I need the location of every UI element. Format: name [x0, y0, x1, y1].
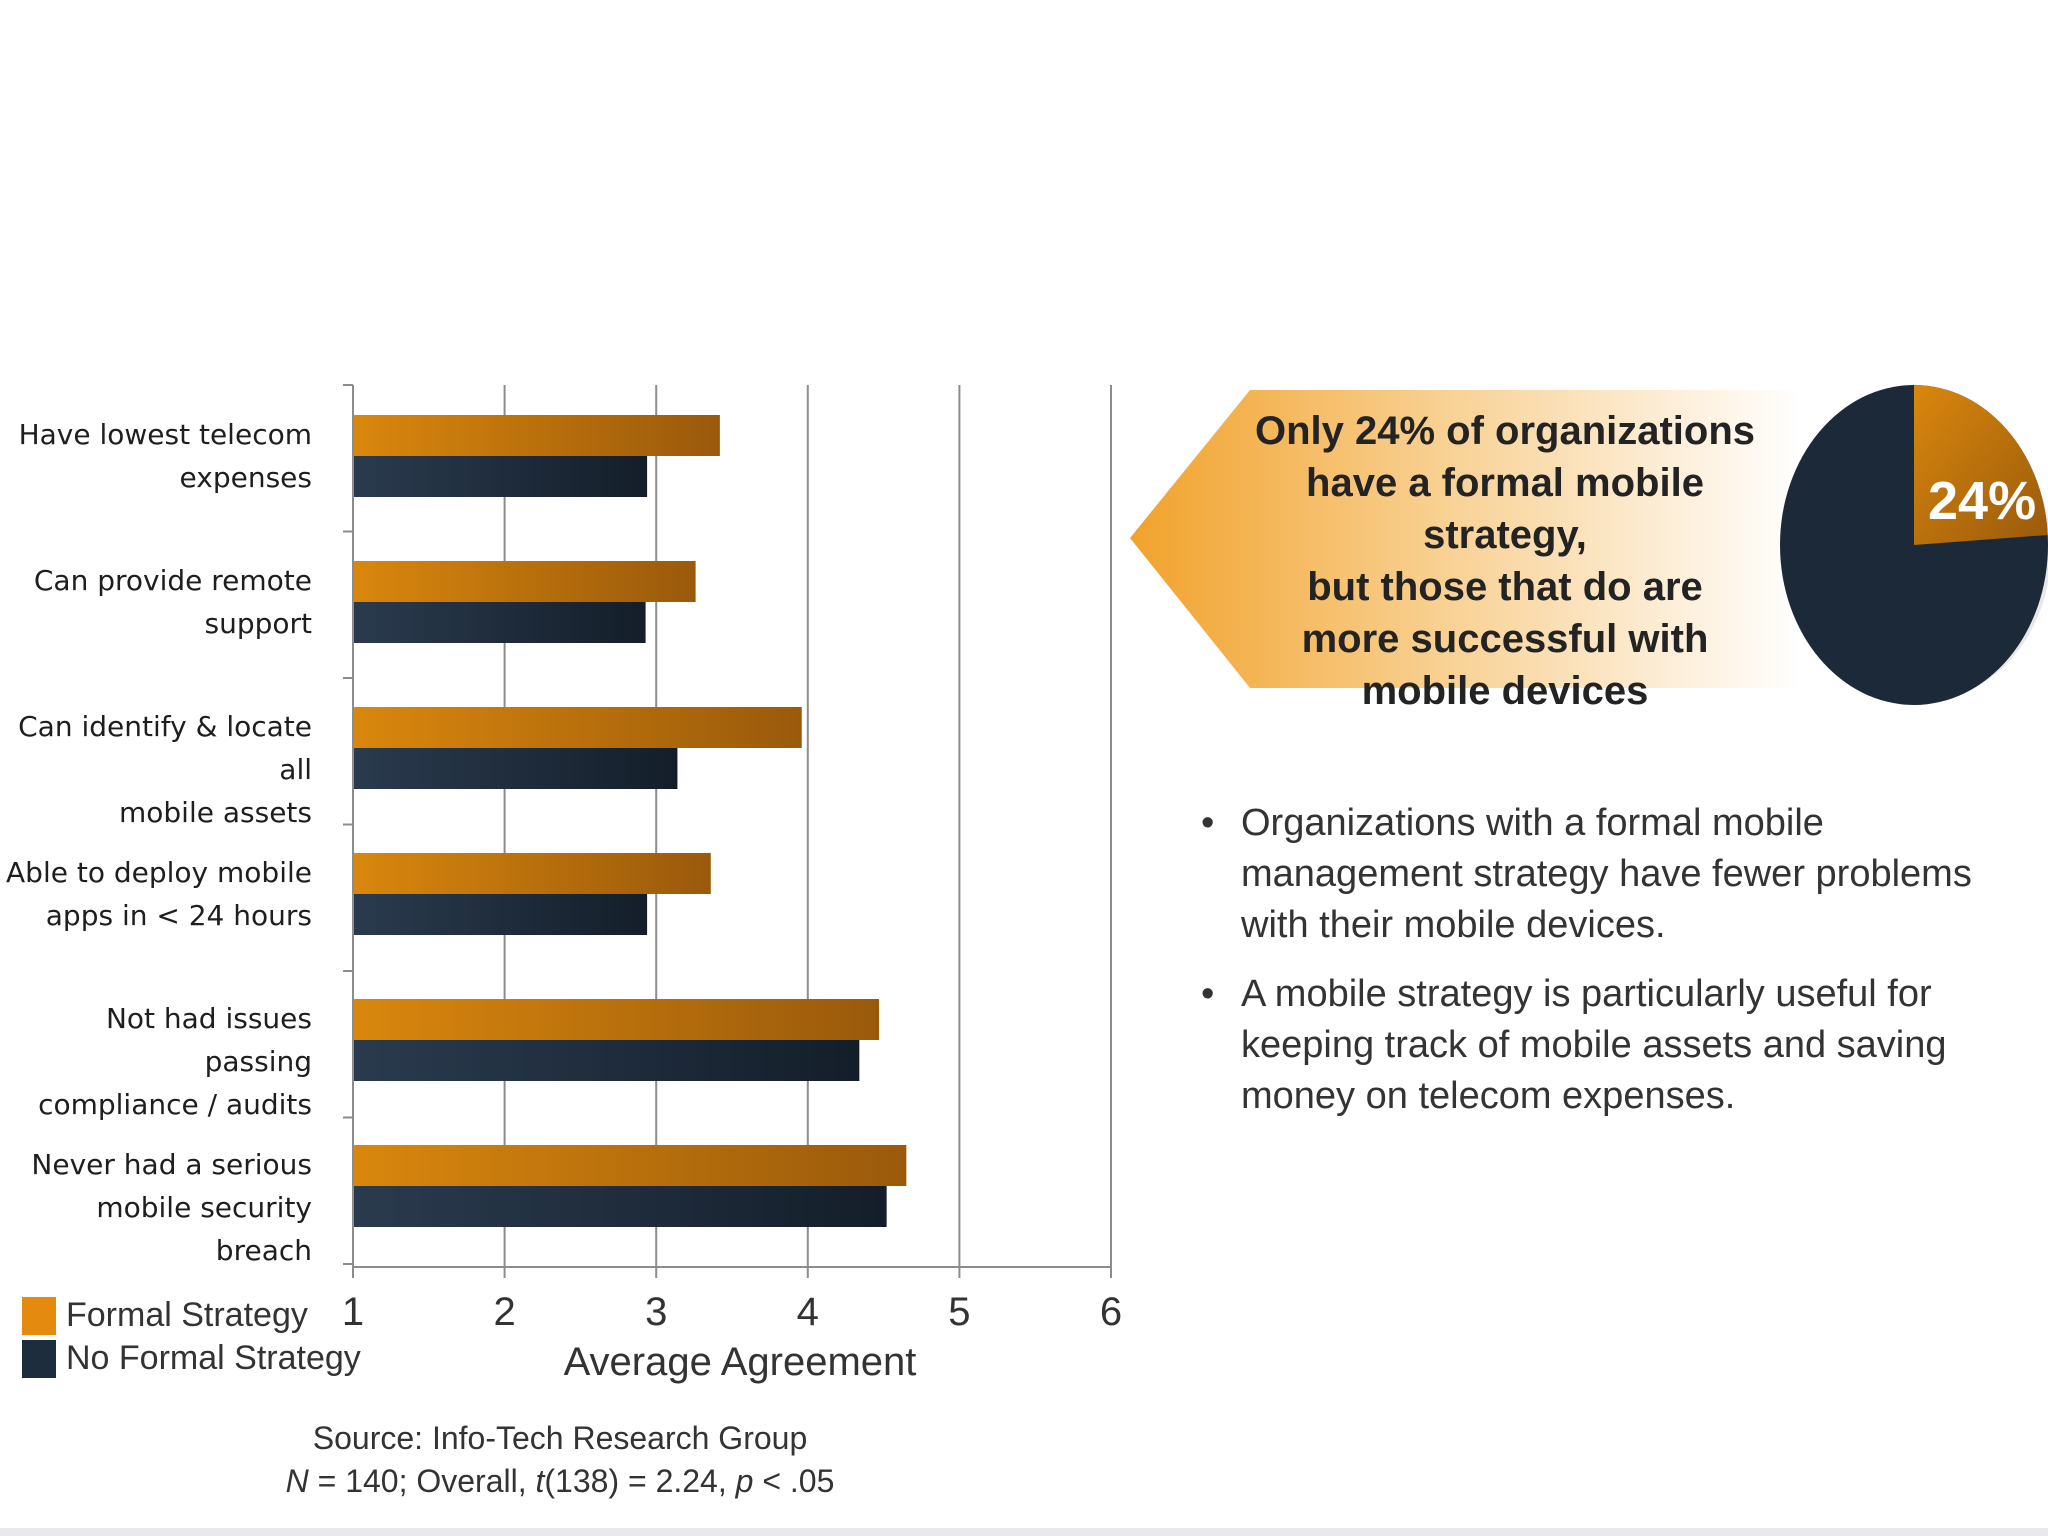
stats-n-rest: = 140; Overall, — [308, 1463, 536, 1499]
source-line: Source: Info-Tech Research Group — [312, 1420, 808, 1456]
bullet-list: Organizations with a formal mobile manag… — [1195, 798, 2045, 1140]
category-label-line: Not had issues passing — [105, 1002, 312, 1078]
category-label: Can identify & locate all mobile assets — [0, 705, 312, 834]
category-label-line: mobile assets — [119, 796, 312, 829]
legend-item-formal: Formal Strategy — [22, 1296, 308, 1335]
stats-line: N = 140; Overall, t(138) = 2.24, p < .05 — [260, 1463, 860, 1500]
callout-line: but those that do are — [1307, 565, 1703, 609]
x-tick-label: 5 — [948, 1290, 971, 1334]
bar-no-formal-strategy — [353, 1186, 887, 1227]
callout-arrow-banner — [1130, 390, 1800, 688]
bar-no-formal-strategy — [353, 602, 646, 643]
category-label-line: support — [204, 607, 312, 640]
bar-formal-strategy — [353, 999, 880, 1040]
category-label-line: Never had a serious — [31, 1148, 312, 1181]
legend-label-no-formal: No Formal Strategy — [66, 1339, 361, 1377]
legend-label-formal: Formal Strategy — [66, 1296, 308, 1334]
x-tick-label: 4 — [796, 1290, 819, 1334]
stats-p-rest: < .05 — [753, 1463, 835, 1499]
stats-n: N — [285, 1463, 309, 1499]
category-label: Can provide remote support — [0, 559, 312, 645]
pie-slice-formal — [1914, 385, 2048, 545]
bar-no-formal-strategy — [353, 894, 648, 935]
x-tick-label: 2 — [493, 1290, 516, 1334]
footer-strip — [0, 1528, 2048, 1536]
category-label-line: Can provide remote — [33, 564, 312, 597]
category-label-line: mobile security breach — [96, 1191, 312, 1267]
category-label-line: expenses — [179, 461, 312, 494]
x-axis-title: Average Agreement — [563, 1340, 917, 1384]
bullet-item: A mobile strategy is particularly useful… — [1195, 969, 2045, 1122]
callout-line: Only 24% of organizations — [1254, 409, 1756, 453]
category-label: Have lowest telecom expenses — [0, 413, 312, 499]
bullet-item: Organizations with a formal mobile manag… — [1195, 798, 2045, 951]
bar-no-formal-strategy — [353, 748, 678, 789]
callout-line: more successful with — [1301, 617, 1709, 661]
pie-percent-label: 24% — [1928, 471, 2037, 531]
bar-no-formal-strategy — [353, 1040, 860, 1081]
category-label: Not had issues passing compliance / audit… — [0, 997, 312, 1126]
stats-p: p — [735, 1463, 754, 1499]
bar-formal-strategy — [353, 415, 720, 456]
callout-line: mobile devices — [1361, 669, 1649, 713]
category-label-line: apps in < 24 hours — [45, 899, 312, 932]
category-label: Never had a serious mobile security breac… — [0, 1143, 312, 1272]
x-tick-label: 1 — [341, 1290, 365, 1334]
category-label-line: compliance / audits — [38, 1088, 312, 1121]
legend-swatch-no-formal — [22, 1339, 56, 1378]
callout-line: have a formal mobile strategy, — [1306, 461, 1704, 557]
legend-item-no-formal: No Formal Strategy — [22, 1339, 361, 1378]
legend-swatch-formal — [22, 1296, 56, 1335]
callout-text: Only 24% of organizations have a formal … — [1230, 405, 1780, 717]
bar-formal-strategy — [353, 561, 696, 602]
stats-t-rest: (138) = 2.24, — [544, 1463, 736, 1499]
category-label: Able to deploy mobile apps in < 24 hours — [0, 851, 312, 937]
bar-formal-strategy — [353, 1145, 907, 1186]
x-tick-label: 6 — [1099, 1290, 1123, 1334]
x-tick-label: 3 — [645, 1290, 668, 1334]
bar-formal-strategy — [353, 853, 711, 894]
stats-t: t — [535, 1463, 545, 1499]
bar-no-formal-strategy — [353, 456, 648, 497]
category-label-line: Can identify & locate all — [18, 710, 312, 786]
category-label-line: Able to deploy mobile — [6, 856, 312, 889]
bar-formal-strategy — [353, 707, 802, 748]
category-label-line: Have lowest telecom — [18, 418, 312, 451]
